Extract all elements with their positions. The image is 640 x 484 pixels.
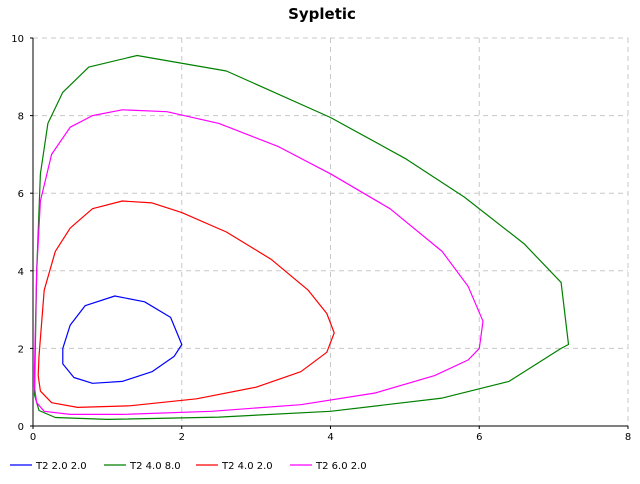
series-line	[37, 200, 335, 408]
series-group	[33, 54, 570, 420]
x-tick-label: 6	[476, 432, 482, 443]
y-tick-label: 8	[18, 112, 24, 123]
x-tick-label: 2	[179, 432, 185, 443]
series-line	[62, 295, 183, 384]
legend: T2 2.0 2.0 T2 4.0 8.0 T2 4.0 2.0 T2 6.0 2.0	[10, 461, 367, 472]
chart-title: Sypletic	[288, 5, 356, 23]
y-tick-label: 6	[18, 189, 24, 200]
y-tick-label: 2	[18, 344, 24, 355]
legend-label: T2 4.0 8.0	[129, 461, 181, 472]
series-line	[33, 54, 570, 420]
legend-label: T2 6.0 2.0	[315, 461, 367, 472]
legend-label: T2 2.0 2.0	[35, 461, 87, 472]
x-tick-label: 4	[327, 432, 333, 443]
legend-label: T2 4.0 2.0	[221, 461, 273, 472]
y-tick-label: 4	[18, 267, 24, 278]
x-tick-label: 0	[30, 432, 36, 443]
x-tick-label: 8	[625, 432, 631, 443]
y-tick-label: 0	[18, 422, 24, 433]
series-line	[33, 109, 484, 415]
y-tick-label: 10	[11, 34, 24, 45]
axes: 0 2 4 6 8 0 2 4 6 8 10	[11, 34, 631, 443]
grid	[33, 37, 629, 426]
